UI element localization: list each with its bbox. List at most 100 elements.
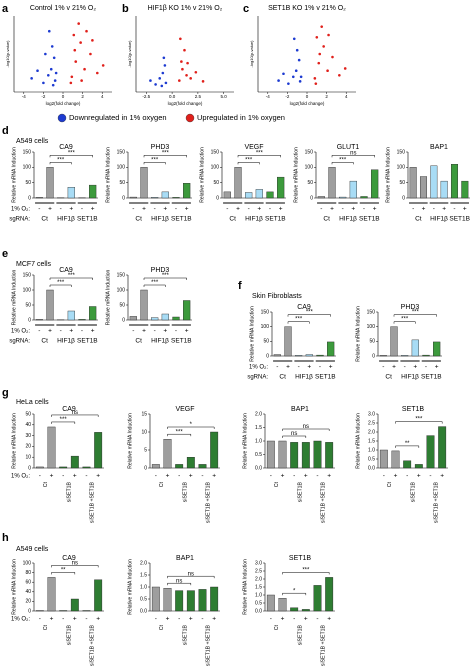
point	[44, 52, 47, 56]
y-tick-label: 100	[23, 165, 32, 171]
condition-label: -	[412, 206, 414, 213]
panel-caption: HeLa cells	[16, 399, 49, 406]
point	[180, 60, 183, 63]
condition-label: +	[394, 473, 398, 480]
y-tick-label: 150	[211, 149, 220, 155]
condition-label: +	[281, 616, 285, 623]
y-axis-label: Relative mRNA Induction	[355, 413, 361, 469]
bar	[390, 326, 398, 357]
significance-label: ***	[401, 317, 409, 323]
y-tick-label: 0.5	[368, 456, 375, 462]
group-label: SET1B	[265, 216, 286, 223]
y-axis-label: Relative mRNA Induction	[127, 559, 133, 615]
bar	[186, 590, 195, 612]
point	[74, 60, 78, 63]
condition-label: -	[316, 473, 318, 480]
chart-title: SET1B	[402, 406, 425, 413]
y-axis-label: Relative mRNA Induction	[11, 559, 17, 615]
bar	[301, 442, 310, 469]
bar	[339, 196, 347, 199]
row-label: sgRNA:	[9, 339, 30, 345]
bar	[379, 449, 388, 469]
point	[322, 45, 325, 48]
y-axis-label: Relative mRNA Induction	[127, 413, 133, 469]
point	[295, 48, 299, 52]
condition-label: +	[435, 364, 439, 371]
group-label: siSET1B	[66, 624, 72, 645]
condition-label: -	[85, 473, 87, 480]
significance-bracket	[51, 421, 76, 424]
condition-label: -	[383, 473, 385, 480]
x-tick-label: 0	[62, 94, 65, 99]
condition-label: -	[154, 206, 156, 213]
group-label: HIF1β	[295, 374, 313, 381]
significance-label: ***	[162, 273, 170, 279]
point	[83, 67, 86, 71]
bar	[316, 354, 324, 357]
group-label: siSET1B	[297, 481, 303, 502]
group-label: siSET1B	[182, 624, 188, 645]
row-label: 1% O₂:	[11, 329, 30, 335]
significance-label: **	[405, 441, 410, 447]
point	[327, 33, 330, 37]
bar	[440, 180, 448, 199]
point	[42, 81, 45, 85]
condition-label: -	[382, 364, 384, 371]
condition-label: -	[39, 473, 41, 480]
x-tick-label: 5.0	[221, 94, 228, 99]
condition-label: -	[320, 206, 322, 213]
row-label: 1% O₂:	[11, 617, 30, 623]
condition-label: +	[166, 616, 170, 623]
condition-label: +	[463, 206, 467, 213]
bar	[46, 289, 54, 321]
panel-letter: a	[2, 3, 9, 15]
significance-bracket	[331, 155, 375, 158]
significance-bracket	[49, 162, 72, 165]
y-axis-label: Relative mRNA Induction	[105, 269, 111, 325]
x-tick-label: 2	[325, 94, 328, 99]
condition-label: -	[175, 328, 177, 335]
panel-letter: h	[2, 532, 9, 544]
point	[77, 22, 80, 25]
group-label: HIF1β	[57, 338, 75, 345]
legend-label: Upregulated in 1% oxygen	[197, 113, 285, 122]
bar	[255, 189, 263, 199]
bar	[210, 431, 219, 469]
condition-label: -	[38, 206, 40, 213]
condition-label: -	[178, 473, 180, 480]
bar	[47, 577, 56, 612]
bar	[426, 435, 435, 469]
point	[49, 67, 53, 71]
condition-label: +	[413, 364, 417, 371]
y-tick-label: 100	[117, 287, 126, 293]
condition-label: +	[330, 206, 334, 213]
y-axis-label: Relative mRNA Induction	[355, 306, 361, 362]
bar	[46, 167, 54, 199]
group-label: siSET1B +SET1B	[206, 624, 212, 666]
x-tick-label: 2	[81, 94, 84, 99]
significance-bracket	[395, 421, 443, 424]
x-tick-label: 0.0	[169, 94, 176, 99]
y-tick-label: 10	[25, 455, 31, 461]
significance-bracket	[167, 582, 192, 586]
bar	[266, 440, 275, 469]
group-label: siSET1B +SET1B	[206, 481, 212, 523]
y-tick-label: 50	[25, 180, 31, 186]
condition-label: +	[307, 364, 311, 371]
chart-title: GLUT1	[337, 144, 360, 151]
condition-label: +	[73, 473, 77, 480]
condition-label: -	[270, 473, 272, 480]
condition-label: +	[327, 616, 331, 623]
point	[161, 71, 165, 75]
point	[47, 73, 50, 77]
group-label: Ct	[41, 338, 48, 345]
y-tick-label: 1.0	[255, 592, 262, 598]
bar	[82, 466, 91, 469]
significance-bracket	[167, 426, 215, 429]
condition-label: -	[132, 328, 134, 335]
significance-bracket	[282, 435, 307, 438]
group-label: HIF1β	[245, 216, 263, 223]
group-label: HIF1β	[430, 216, 448, 223]
point	[294, 69, 298, 73]
group-label: SET1B	[359, 216, 380, 223]
